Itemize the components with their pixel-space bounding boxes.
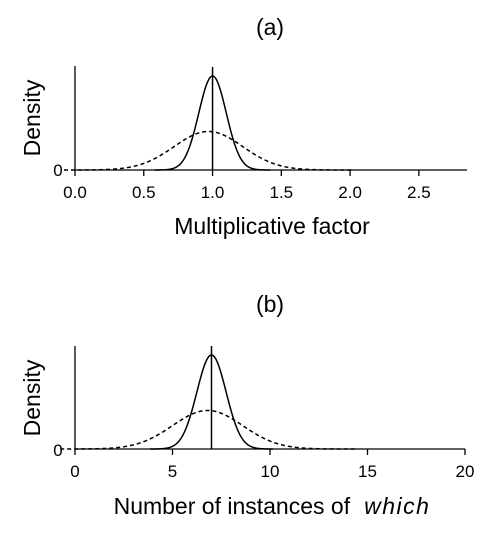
panel-b-x-tick-label: 0 bbox=[70, 462, 79, 481]
panel-b-y-tick-label: 0 bbox=[53, 441, 62, 460]
panel-b-dashed-density-curve bbox=[60, 409, 356, 450]
panel-a-x-axis-label: Multiplicative factor bbox=[174, 213, 370, 239]
panel-a-label: (a) bbox=[256, 14, 284, 40]
panel-b-x-axis-label-italic: which bbox=[364, 493, 430, 519]
panel-a-x-tick-label: 0.5 bbox=[132, 183, 156, 202]
panel-b: (b) Density 0 0 5 10 15 20 Number of instanc… bbox=[19, 291, 474, 519]
panel-b-x-tick-label: 10 bbox=[261, 462, 280, 481]
panel-b-y-axis-label: Density bbox=[19, 359, 45, 436]
panel-a-y-tick-label: 0 bbox=[53, 161, 62, 180]
panel-a-solid-density-curve bbox=[154, 75, 271, 171]
panel-a-x-tick-label: 1.5 bbox=[269, 183, 293, 202]
panel-b-solid-density-curve bbox=[150, 354, 273, 450]
panel-a-x-tick-label: 0.0 bbox=[63, 183, 87, 202]
panel-a-x-tick-label: 2.0 bbox=[338, 183, 362, 202]
panel-a-dashed-density-curve bbox=[64, 130, 353, 171]
panel-b-label: (b) bbox=[256, 291, 284, 317]
panel-b-x-axis-label: Number of instances of which bbox=[114, 493, 431, 519]
panel-b-x-axis-label-prefix: Number of instances of bbox=[114, 493, 351, 519]
panel-b-x-tick-label: 5 bbox=[168, 462, 177, 481]
panel-b-x-tick-label: 15 bbox=[358, 462, 377, 481]
panel-a: (a) Density 0 0.0 0.5 1.0 1.5 2.0 2.5 Multipl… bbox=[19, 14, 467, 239]
panel-a-y-axis-label: Density bbox=[19, 79, 45, 156]
panel-b-x-tick-label: 20 bbox=[456, 462, 475, 481]
panel-a-x-tick-label: 1.0 bbox=[201, 183, 225, 202]
panel-a-x-tick-label: 2.5 bbox=[407, 183, 431, 202]
